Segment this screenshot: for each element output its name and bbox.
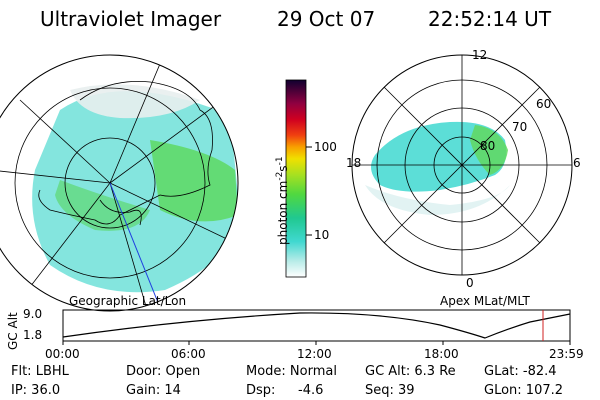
dsp-value: -4.6: [298, 383, 324, 398]
mlat-label-60: 60: [536, 97, 552, 111]
mlat-label-70: 70: [512, 120, 528, 134]
mlt-label-0: 0: [466, 276, 474, 290]
page-title: Ultraviolet Imager: [40, 7, 222, 31]
polar-map: [351, 54, 573, 276]
gc-alt-info: GC Alt: 6.3 Re: [365, 364, 456, 379]
aurora-region-left: [32, 91, 238, 293]
mlt-label-12: 12: [472, 48, 488, 62]
terminator-line: [109, 182, 166, 311]
altitude-ylabel: GC Alt: [6, 312, 20, 350]
mode-info: Mode: Normal: [246, 364, 337, 379]
colorbar-tick-10: 10: [314, 228, 330, 242]
geographic-map: [0, 54, 239, 312]
glon-info: GLon: 107.2: [484, 383, 564, 398]
altitude-ytick-low: 1.8: [23, 328, 43, 342]
date-label: 29 Oct 07: [277, 7, 376, 31]
mlt-label-18: 18: [346, 156, 362, 170]
colorbar-unit-label: photon cm-2s-1: [275, 156, 290, 245]
gain-info: Gain: 14: [126, 383, 181, 398]
door-info: Door: Open: [126, 364, 201, 379]
altitude-ytick-high: 9.0: [23, 307, 43, 321]
colorbar-tick-100: 100: [314, 140, 337, 154]
altitude-plot: [62, 309, 571, 345]
right-panel-caption: Apex MLat/MLT: [440, 294, 530, 308]
xtick-0600: 06:00: [171, 347, 206, 361]
mlat-label-80: 80: [480, 139, 496, 153]
glat-info: GLat: -82.4: [484, 364, 557, 379]
time-label: 22:52:14 UT: [428, 7, 552, 31]
seq-info: Seq: 39: [365, 383, 415, 398]
xtick-2359: 23:59: [549, 347, 584, 361]
xtick-1200: 12:00: [297, 347, 332, 361]
dsp-label: Dsp:: [246, 383, 276, 398]
colorbar: [285, 79, 312, 278]
coastline: [38, 81, 213, 225]
filter-info: Flt: LBHL: [11, 364, 69, 379]
altitude-curve: [62, 312, 571, 339]
xtick-1800: 18:00: [424, 347, 459, 361]
ip-info: IP: 36.0: [11, 383, 61, 398]
left-panel-caption: Geographic Lat/Lon: [69, 294, 187, 308]
mlt-label-6: 6: [573, 156, 581, 170]
xtick-0000: 00:00: [45, 347, 80, 361]
